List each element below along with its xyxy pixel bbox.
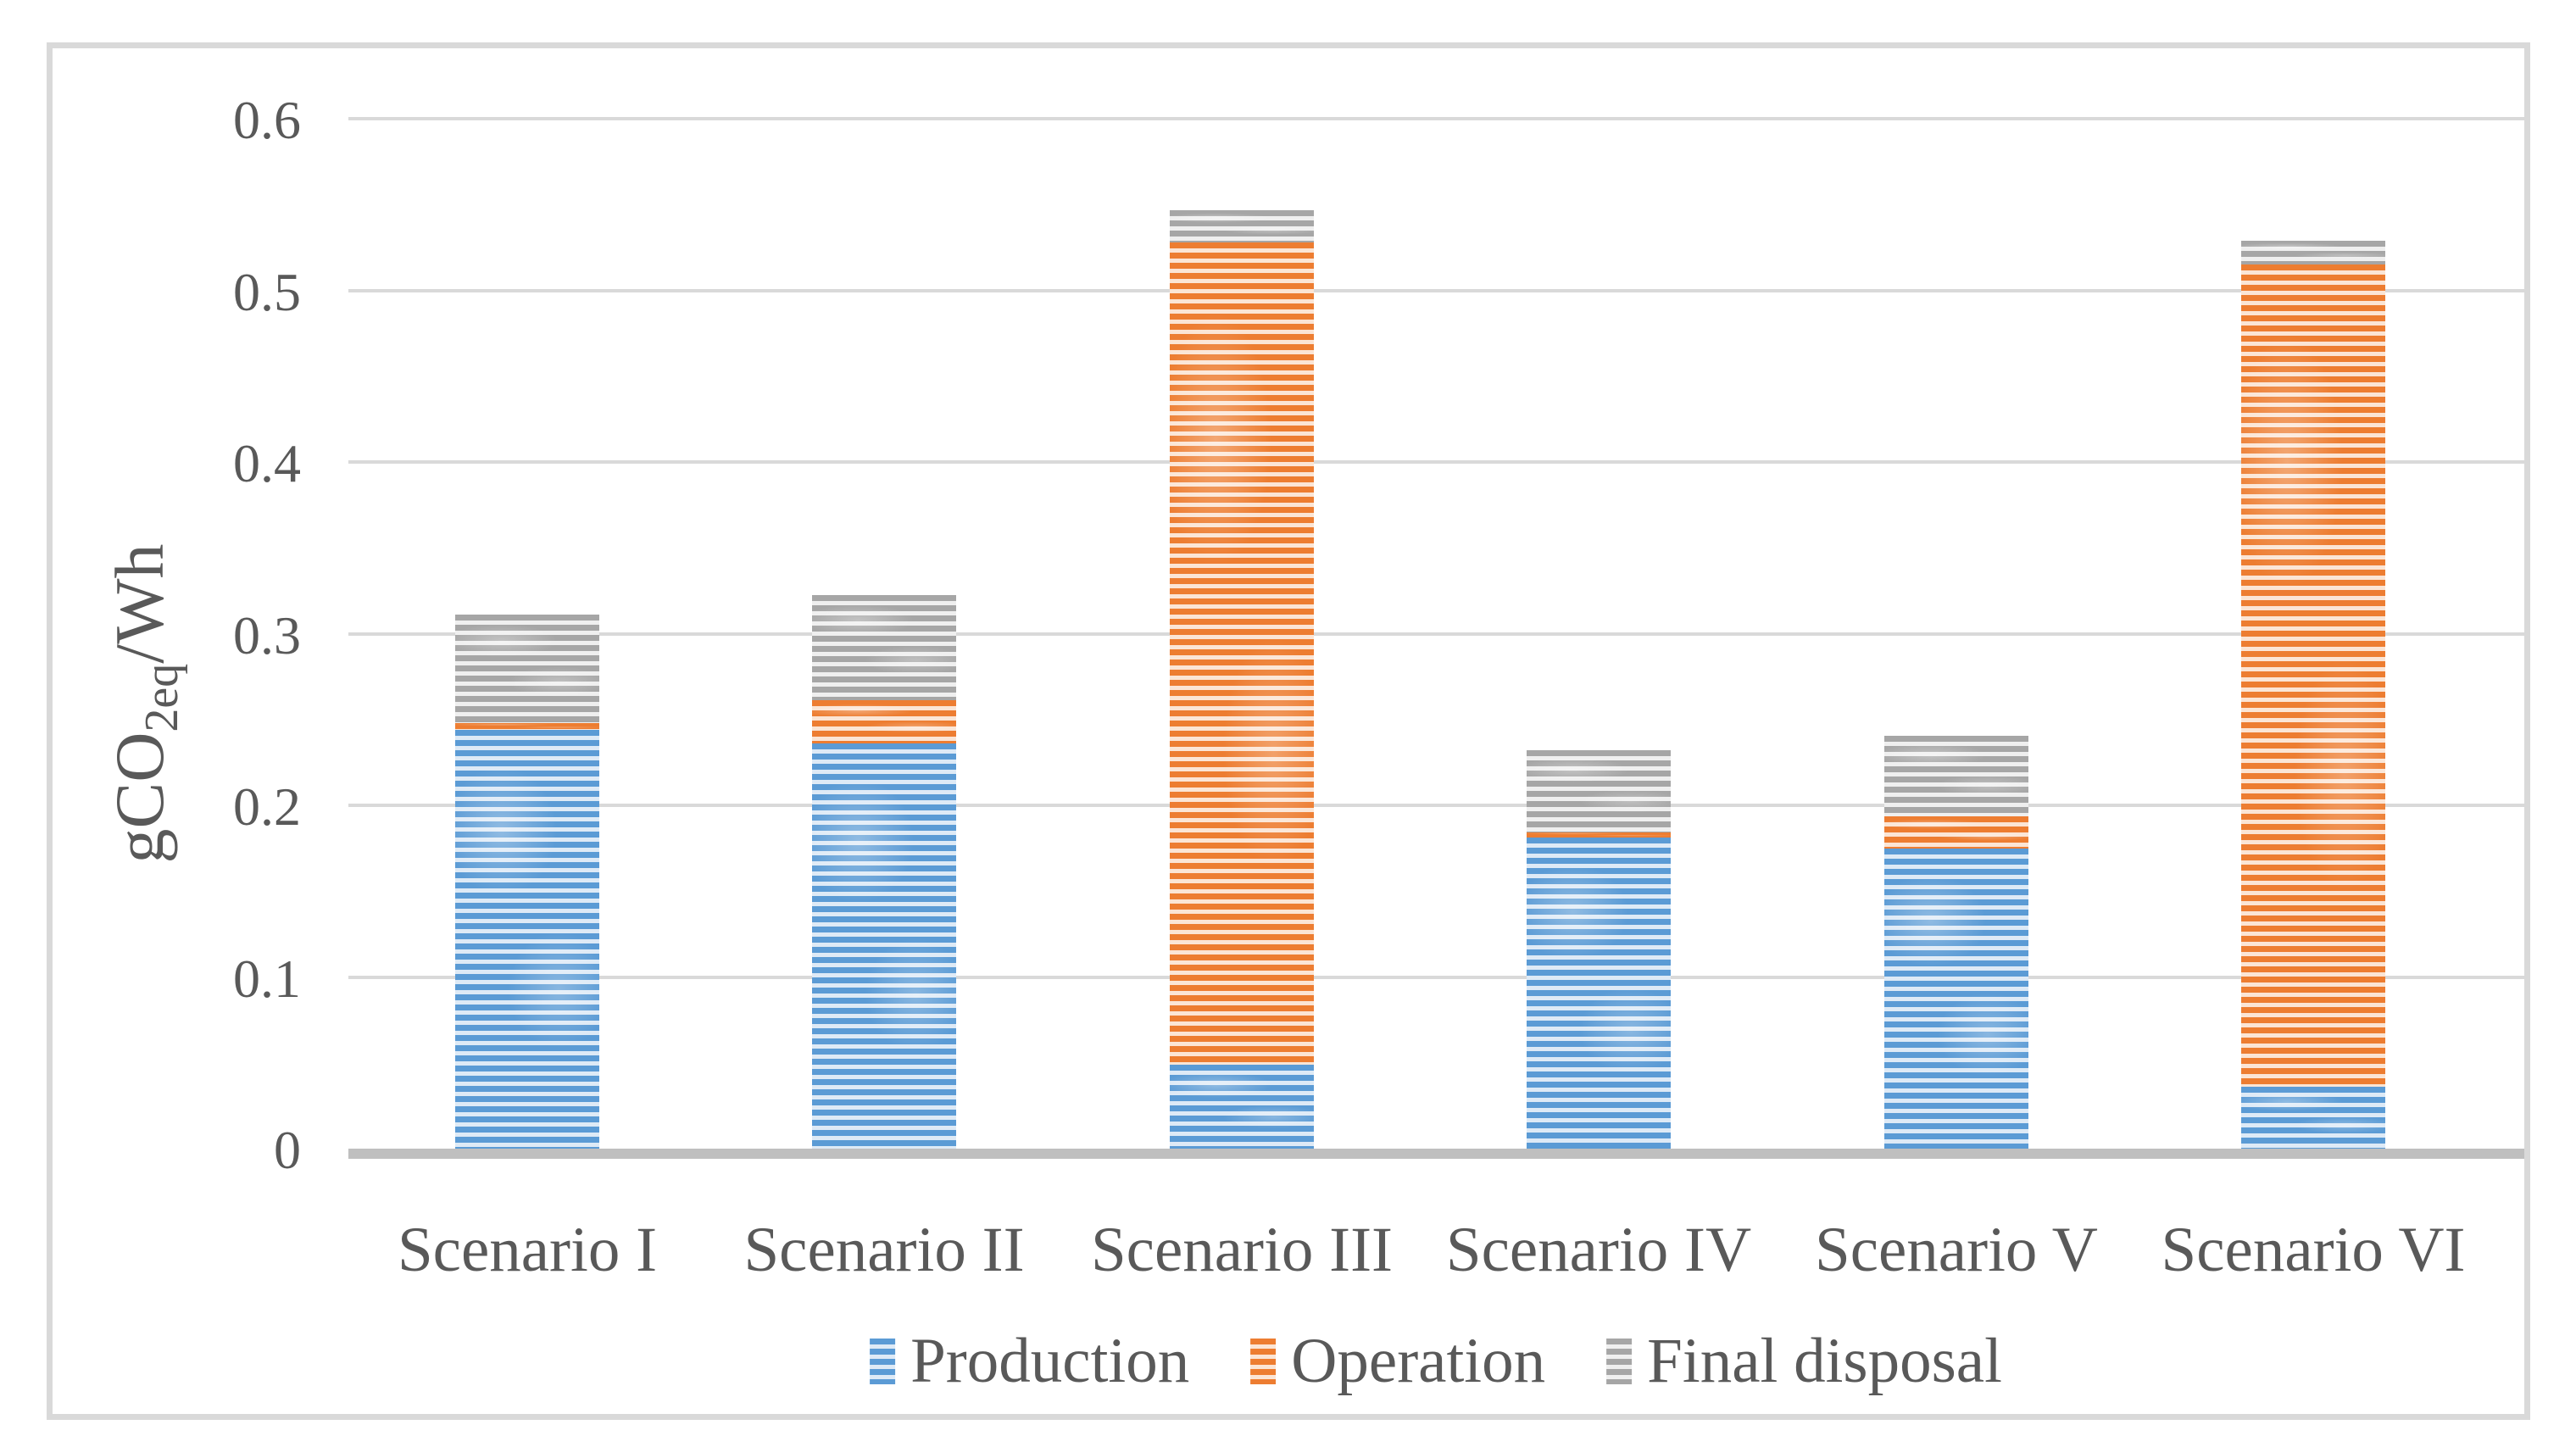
bar-segment-operation — [1170, 242, 1314, 1065]
legend-swatch-operation — [1250, 1339, 1277, 1384]
legend-swatch-final-disposal — [1606, 1339, 1633, 1384]
bar-segment-production — [1170, 1065, 1314, 1149]
bar-segment-production — [1884, 849, 2028, 1149]
x-category-label: Scenario III — [1090, 1215, 1394, 1285]
legend-label: Final disposal — [1647, 1326, 2002, 1396]
gridline — [348, 632, 2524, 636]
gridline — [348, 975, 2524, 979]
bar-segment-production — [2241, 1087, 2385, 1149]
bar-segment-final-disposal — [455, 615, 599, 723]
y-tick-label: 0.1 — [233, 948, 301, 1009]
legend-item-production: Production — [870, 1327, 1189, 1396]
bar-segment-production — [455, 730, 599, 1149]
y-tick-label: 0 — [274, 1120, 301, 1180]
legend-label: Production — [910, 1326, 1190, 1396]
bar-segment-final-disposal — [2241, 241, 2385, 264]
x-axis-line — [348, 1149, 2524, 1159]
legend-swatch-production — [870, 1339, 896, 1384]
bar-segment-operation — [455, 723, 599, 730]
gridline — [348, 804, 2524, 807]
bar-segment-final-disposal — [1884, 736, 2028, 816]
y-tick-label: 0.6 — [233, 90, 301, 150]
y-tick-label: 0.5 — [233, 261, 301, 322]
bar-segment-operation — [812, 700, 956, 743]
legend-item-final-disposal: Final disposal — [1606, 1327, 2002, 1396]
legend-item-operation: Operation — [1250, 1327, 1545, 1396]
x-category-label: Scenario II — [743, 1215, 1025, 1285]
bar-segment-production — [812, 743, 956, 1149]
y-tick-label: 0.4 — [233, 433, 301, 493]
x-category-label: Scenario I — [397, 1215, 658, 1285]
bar-segment-operation — [1527, 832, 1671, 838]
bar-segment-production — [1527, 838, 1671, 1149]
gridline — [348, 117, 2524, 120]
legend-label: Operation — [1291, 1326, 1546, 1396]
bar-segment-operation — [2241, 264, 2385, 1087]
legend: Production Operation Final disposal — [870, 1327, 2002, 1396]
bar-segment-operation — [1884, 816, 2028, 849]
bar-segment-final-disposal — [812, 595, 956, 700]
x-category-label: Scenario V — [1815, 1215, 2098, 1285]
bar-segment-final-disposal — [1170, 210, 1314, 242]
y-tick-label: 0.3 — [233, 604, 301, 665]
x-category-label: Scenario IV — [1445, 1215, 1752, 1285]
bar-segment-final-disposal — [1527, 750, 1671, 832]
y-tick-label: 0.2 — [233, 776, 301, 837]
x-category-label: Scenario VI — [2161, 1215, 2466, 1285]
gridline — [348, 460, 2524, 464]
gridline — [348, 288, 2524, 292]
